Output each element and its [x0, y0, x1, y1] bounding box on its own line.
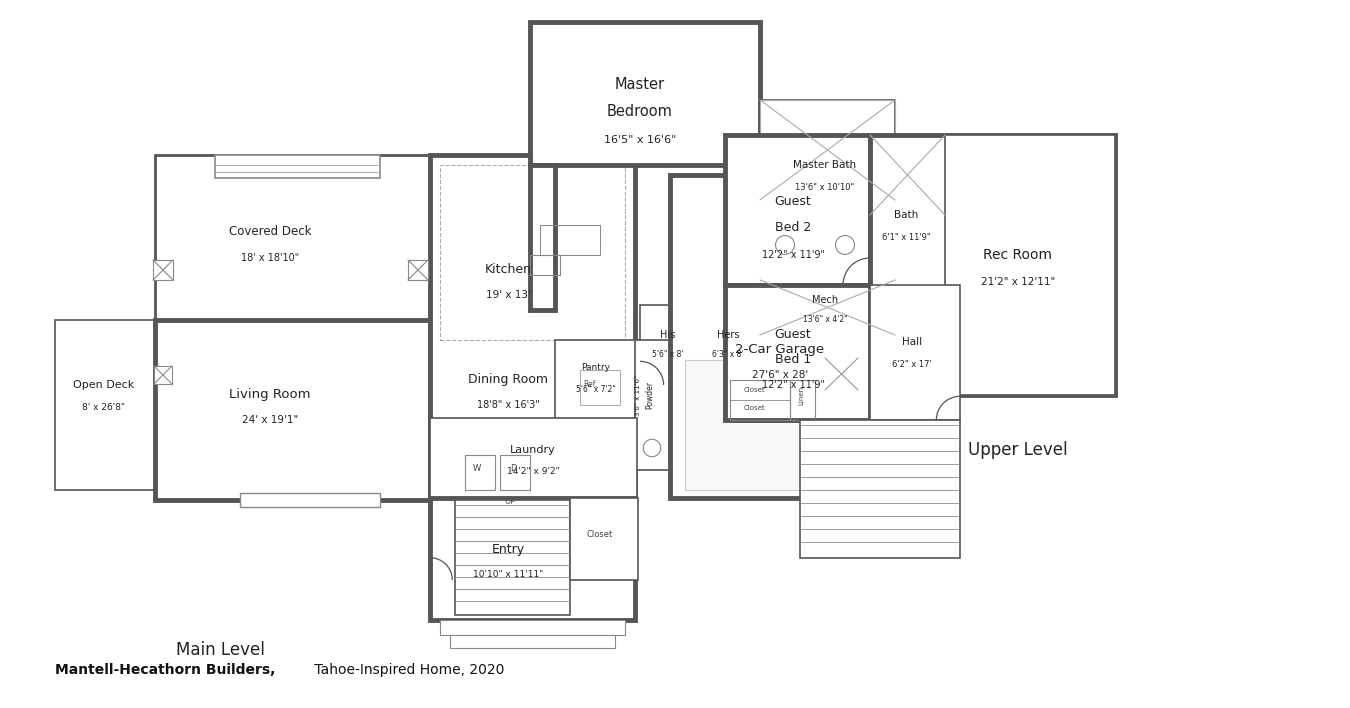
Text: Laundry: Laundry [510, 445, 556, 455]
Text: 3'6" x 11'6": 3'6" x 11'6" [634, 375, 641, 416]
Text: UP: UP [505, 498, 516, 506]
Bar [55, 320, 155, 490]
Bar [684, 360, 880, 490]
Text: 6'2" x 17': 6'2" x 17' [892, 360, 931, 370]
Text: 24' x 19'1": 24' x 19'1" [242, 415, 298, 425]
Text: D: D [510, 464, 516, 474]
Bar [869, 135, 945, 215]
Text: 21'2" x 12'11": 21'2" x 12'11" [981, 277, 1056, 287]
Bar [755, 165, 765, 310]
Bar [215, 155, 379, 178]
Text: Mech: Mech [811, 295, 838, 305]
Bar [155, 155, 431, 320]
Text: 13'6" x 10'10": 13'6" x 10'10" [795, 183, 855, 193]
Text: Bed 1: Bed 1 [775, 353, 811, 367]
Text: Bed 2: Bed 2 [775, 222, 811, 234]
Bar [155, 320, 431, 500]
Text: 6'1" x 11'9": 6'1" x 11'9" [882, 234, 930, 242]
Bar [450, 635, 616, 648]
Text: 5'6" x 7'2": 5'6" x 7'2" [576, 385, 616, 394]
Text: Tahoe-Inspired Home, 2020: Tahoe-Inspired Home, 2020 [310, 663, 505, 677]
Text: Hers: Hers [717, 330, 740, 340]
Bar [464, 455, 495, 490]
Text: Living Room: Living Room [230, 389, 310, 401]
Bar [725, 135, 869, 285]
Bar [875, 220, 940, 278]
Text: 27'6" x 28': 27'6" x 28' [752, 370, 809, 380]
Bar [431, 418, 637, 498]
Text: 12'2" x 11'9": 12'2" x 11'9" [761, 250, 825, 260]
Bar [240, 493, 379, 507]
Text: 2-Car Garage: 2-Car Garage [736, 343, 825, 356]
Bar [500, 455, 531, 490]
Bar [869, 135, 1115, 395]
Text: Open Deck: Open Deck [73, 380, 135, 390]
Bar [725, 285, 869, 420]
Text: Linen: Linen [798, 385, 805, 404]
Bar [869, 285, 960, 420]
Text: Entry: Entry [491, 544, 525, 556]
Text: Closet: Closet [744, 405, 765, 411]
Bar [440, 620, 625, 635]
Bar [760, 280, 895, 335]
Text: Bath: Bath [894, 210, 918, 220]
Text: Dining Room: Dining Room [468, 374, 548, 387]
Text: Pantry: Pantry [582, 363, 610, 372]
Bar [531, 165, 555, 310]
Bar [408, 260, 428, 280]
Text: Master Bath: Master Bath [794, 160, 856, 170]
Bar [945, 135, 1115, 395]
Text: 18'8" x 16'3": 18'8" x 16'3" [477, 400, 540, 410]
Text: 14'2" x 9'2": 14'2" x 9'2" [506, 467, 559, 476]
Bar [540, 225, 599, 255]
Text: Closet: Closet [587, 530, 613, 539]
Text: Covered Deck: Covered Deck [228, 225, 312, 239]
Text: Closet: Closet [744, 387, 765, 393]
Text: Mantell-Hecathorn Builders,: Mantell-Hecathorn Builders, [55, 663, 275, 677]
Bar [640, 305, 701, 385]
Bar [634, 340, 670, 470]
Bar [730, 380, 790, 420]
Text: Kitchen: Kitchen [485, 263, 532, 276]
Text: Guest: Guest [775, 195, 811, 208]
Bar [431, 155, 634, 500]
Text: 13'6" x 4'2": 13'6" x 4'2" [803, 316, 848, 324]
Bar [790, 380, 815, 420]
Text: Hall: Hall [902, 337, 922, 347]
Bar [555, 340, 640, 420]
Bar [154, 366, 171, 384]
Text: 8' x 26'8": 8' x 26'8" [82, 404, 126, 413]
Bar [670, 175, 895, 498]
Text: 16'5" x 16'6": 16'5" x 16'6" [603, 135, 676, 145]
Text: 18' x 18'10": 18' x 18'10" [240, 253, 300, 263]
Bar [531, 22, 760, 165]
Text: Guest: Guest [775, 329, 811, 341]
Bar [153, 260, 173, 280]
Text: 6'3" x 8': 6'3" x 8' [713, 350, 744, 360]
Text: 19' x 13': 19' x 13' [486, 290, 531, 300]
Text: Ref.: Ref. [583, 380, 597, 389]
Bar [760, 100, 895, 200]
Bar [701, 305, 760, 385]
Bar [869, 135, 945, 285]
Text: 10'10" x 11'11": 10'10" x 11'11" [472, 571, 543, 579]
Bar [580, 370, 620, 405]
Bar [760, 100, 895, 280]
Bar [455, 500, 570, 615]
Text: W: W [472, 464, 481, 474]
Text: His: His [660, 330, 675, 340]
Text: Master: Master [616, 77, 666, 93]
Text: 5'6" x 8': 5'6" x 8' [652, 350, 683, 360]
Text: Bedroom: Bedroom [608, 105, 672, 120]
Text: Main Level: Main Level [176, 641, 265, 659]
Text: Powder: Powder [645, 381, 655, 409]
Bar [801, 420, 960, 558]
Text: Rec Room: Rec Room [984, 248, 1053, 262]
Text: Upper Level: Upper Level [968, 441, 1068, 459]
Bar [431, 498, 634, 620]
Bar [570, 498, 639, 580]
Bar [440, 165, 625, 340]
Text: 12'2" x 11'9": 12'2" x 11'9" [761, 380, 825, 390]
